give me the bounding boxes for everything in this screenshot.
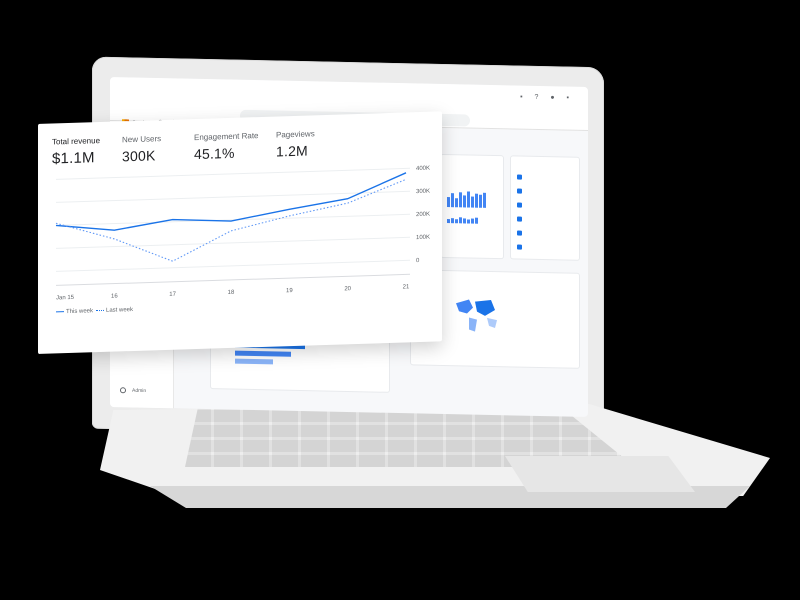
gridline [56,259,410,272]
series-line-last-week [55,178,407,262]
x-axis-line [56,273,410,286]
gridline [56,190,410,203]
header-icons[interactable]: ▪ ? ● ▪ [520,93,574,102]
x-tick-label: 21 [403,284,410,290]
admin-button[interactable]: Admin [120,387,146,394]
insight-icon [517,188,522,194]
insight-icon [517,202,522,208]
legend-this-week[interactable]: This week [56,308,93,315]
summary-card: Total revenue $1.1M New Users 300K Engag… [38,111,442,354]
insight-icon [517,216,522,222]
legend-last-week[interactable]: Last week [96,307,133,314]
insight-item[interactable] [517,216,522,222]
revenue-line-chart: 400K 300K 200K 100K 0 Jan 15 16 17 18 19 20 21 [55,166,430,302]
channel-bar [235,350,291,357]
x-tick-label: 18 [228,290,235,296]
legend-label: This week [66,308,94,316]
realtime-card [440,153,504,260]
gridline [56,213,410,226]
y-tick-label: 300K [416,189,430,195]
laptop-touchpad [505,456,695,492]
realtime-bars [447,191,486,208]
series-line-this-week [55,172,407,231]
y-tick-label: 100K [416,235,430,241]
world-map [456,299,497,332]
x-tick-label: 16 [111,293,118,299]
x-tick-label: 17 [169,292,176,298]
x-tick-label: 19 [286,288,293,294]
x-tick-label: 20 [344,286,351,292]
y-tick-label: 200K [416,212,430,218]
countries-card [410,269,580,369]
gridline [56,236,410,249]
y-tick-label: 0 [416,258,420,264]
insight-icon [517,174,522,180]
country-row [507,282,571,283]
insight-item[interactable] [517,202,522,208]
admin-label: Admin [132,387,147,395]
dotted-line-swatch [96,309,104,312]
y-tick-label: 400K [416,166,430,172]
insight-item[interactable] [517,244,522,250]
laptop-screen: ▪ ? ● ▪ Analytics Google Merchandise Sto… [110,76,588,418]
insight-icon [517,244,522,250]
gear-icon [120,387,126,394]
insight-item[interactable] [517,230,522,236]
insight-icon [517,230,522,236]
insight-item[interactable] [517,188,522,194]
x-tick-label: Jan 15 [56,295,75,302]
legend-label: Last week [106,307,134,314]
gridline [56,167,410,180]
channel-bar [235,358,273,365]
insights-card [510,155,580,261]
realtime-bars-2 [447,217,478,224]
solid-line-swatch [56,311,64,313]
insight-item[interactable] [517,174,522,180]
